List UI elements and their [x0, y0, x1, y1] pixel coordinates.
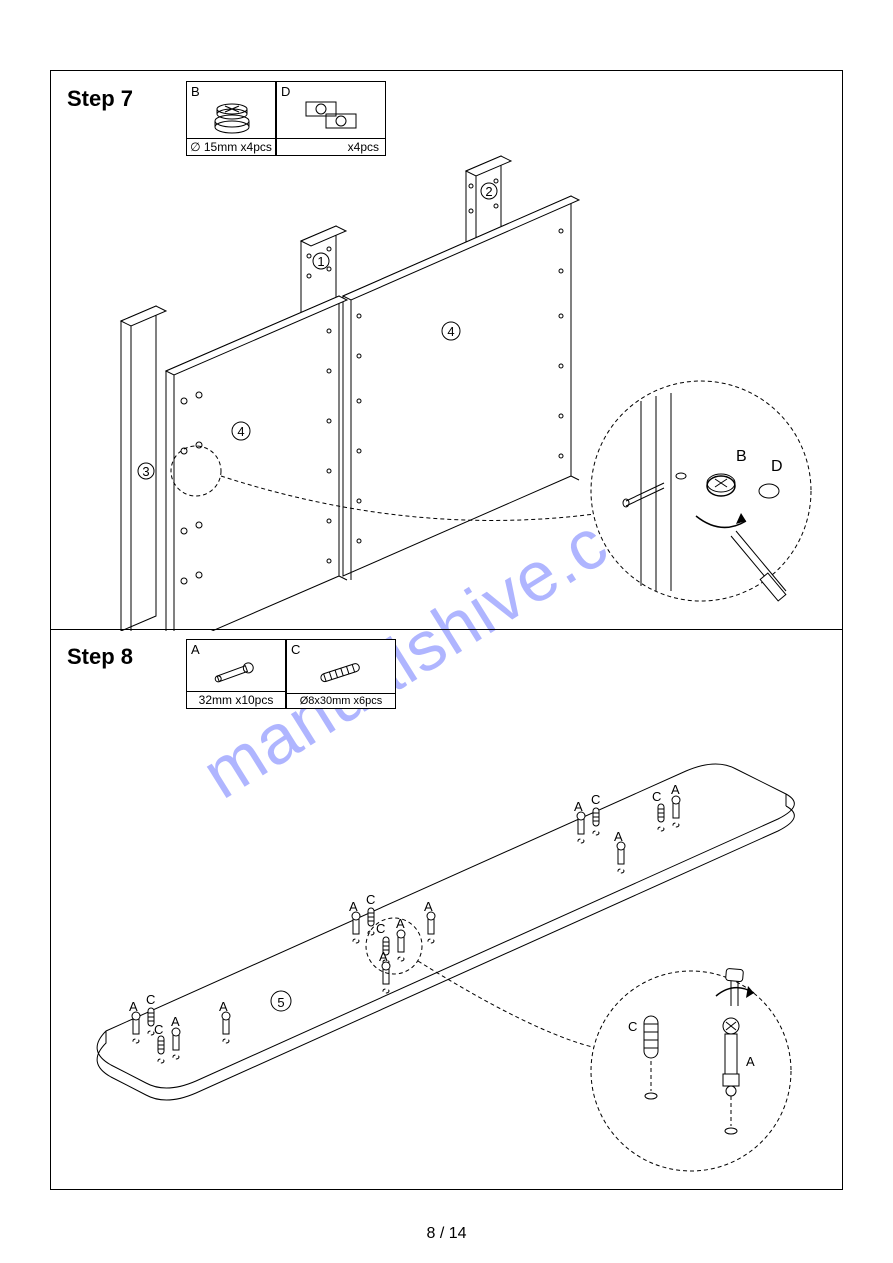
- detail-d-label: D: [771, 458, 783, 475]
- svg-text:A: A: [671, 782, 680, 797]
- svg-text:C: C: [652, 789, 661, 804]
- parts-box-d-label: D: [281, 84, 290, 99]
- detail-b-label: B: [736, 448, 747, 465]
- callout-2: 2: [485, 184, 492, 199]
- svg-text:A: A: [349, 899, 358, 914]
- callout-1: 1: [317, 254, 324, 269]
- step7-title: Step 7: [67, 86, 133, 112]
- detail-c-label: C: [628, 1019, 637, 1034]
- page-frame: Step 7 B ∅ 15mm x4pcs D: [50, 70, 843, 1190]
- step-separator: [51, 629, 842, 630]
- parts-box-b-label: B: [191, 84, 200, 99]
- parts-box-a-label: A: [191, 642, 200, 657]
- svg-text:C: C: [591, 792, 600, 807]
- dowel-icon: [312, 660, 372, 685]
- svg-text:A: A: [574, 799, 583, 814]
- cap-sticker-icon: [302, 100, 372, 135]
- svg-text:C: C: [146, 992, 155, 1007]
- callout-3: 3: [142, 464, 149, 479]
- svg-text:C: C: [154, 1022, 163, 1037]
- svg-text:A: A: [614, 829, 623, 844]
- detail-a-label: A: [746, 1054, 755, 1069]
- svg-text:A: A: [129, 999, 138, 1014]
- parts-box-c-label: C: [291, 642, 300, 657]
- callout-4a: 4: [237, 424, 244, 439]
- page-number: 8 / 14: [0, 1225, 893, 1243]
- cam-lock-icon: [207, 97, 257, 137]
- step7-diagram: 2 1 3 4: [71, 141, 831, 631]
- svg-text:A: A: [379, 949, 388, 964]
- callout-4b: 4: [447, 324, 454, 339]
- svg-text:C: C: [366, 892, 375, 907]
- step8-title: Step 8: [67, 644, 133, 670]
- svg-text:A: A: [171, 1014, 180, 1029]
- panel-5-label: 5: [277, 995, 284, 1010]
- svg-text:A: A: [219, 999, 228, 1014]
- manual-page: manualshive.com Step 7 B ∅ 15mm x4pcs D: [0, 0, 893, 1263]
- svg-text:A: A: [424, 899, 433, 914]
- cam-bolt-icon: [207, 660, 267, 685]
- step8-diagram: 5 A C C A A A C A C A A A C C A A: [66, 691, 836, 1186]
